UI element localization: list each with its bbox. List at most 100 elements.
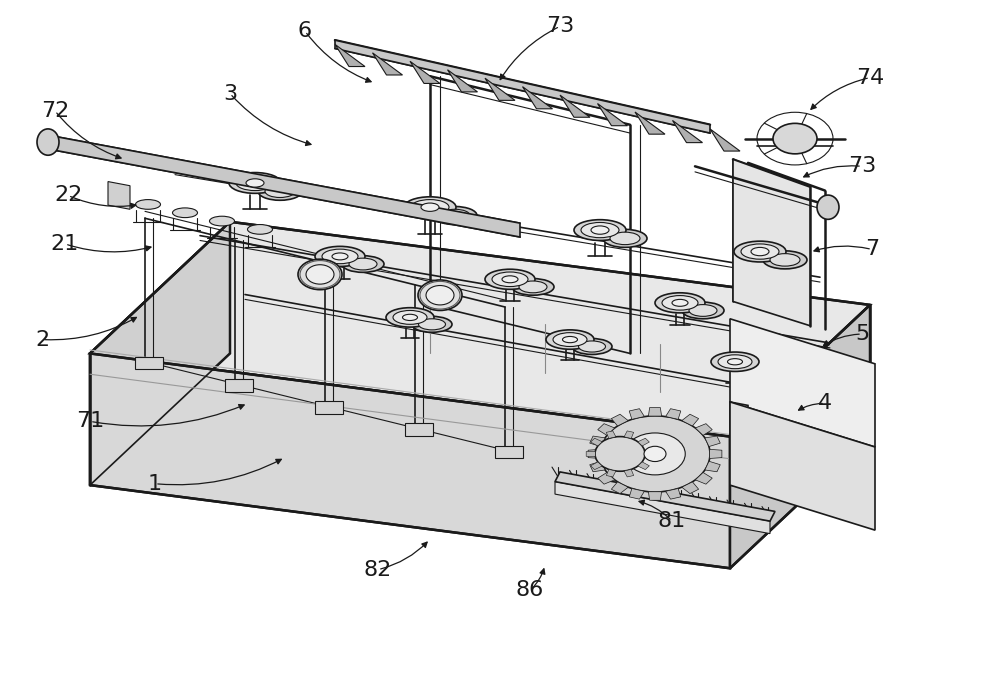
Text: 5: 5: [855, 324, 869, 344]
Ellipse shape: [412, 316, 452, 333]
Polygon shape: [624, 469, 634, 477]
Polygon shape: [730, 402, 748, 489]
Polygon shape: [225, 379, 253, 392]
Polygon shape: [315, 401, 343, 414]
Ellipse shape: [610, 232, 640, 245]
Polygon shape: [695, 473, 712, 484]
Polygon shape: [448, 70, 478, 92]
Polygon shape: [638, 462, 649, 470]
Polygon shape: [590, 462, 605, 472]
Polygon shape: [90, 222, 230, 485]
Polygon shape: [135, 357, 163, 369]
Ellipse shape: [578, 341, 606, 352]
Polygon shape: [695, 423, 712, 435]
Polygon shape: [606, 469, 616, 477]
Text: 2: 2: [35, 330, 49, 349]
Polygon shape: [611, 482, 628, 493]
Ellipse shape: [492, 272, 528, 287]
Text: 4: 4: [818, 394, 832, 413]
Ellipse shape: [741, 244, 779, 259]
Polygon shape: [645, 451, 654, 457]
Text: 7: 7: [865, 240, 879, 259]
Polygon shape: [611, 414, 628, 426]
Polygon shape: [648, 492, 662, 500]
Text: 1: 1: [148, 474, 162, 493]
Ellipse shape: [411, 200, 449, 215]
Text: 74: 74: [856, 68, 884, 87]
Ellipse shape: [404, 197, 456, 218]
Circle shape: [298, 259, 342, 290]
Text: 82: 82: [364, 560, 392, 579]
Polygon shape: [335, 44, 365, 67]
Ellipse shape: [574, 220, 626, 240]
Ellipse shape: [322, 249, 358, 264]
Polygon shape: [405, 423, 433, 436]
Polygon shape: [598, 423, 615, 435]
Text: 81: 81: [658, 511, 686, 531]
Ellipse shape: [512, 279, 554, 295]
Polygon shape: [635, 112, 665, 134]
Ellipse shape: [763, 251, 807, 269]
Ellipse shape: [173, 208, 198, 218]
Circle shape: [306, 265, 334, 284]
Polygon shape: [682, 482, 699, 493]
Polygon shape: [730, 305, 870, 568]
Circle shape: [644, 446, 666, 462]
Text: 21: 21: [51, 234, 79, 254]
Polygon shape: [90, 222, 870, 437]
Circle shape: [426, 286, 454, 305]
Ellipse shape: [386, 308, 434, 327]
Polygon shape: [590, 436, 605, 446]
Ellipse shape: [572, 339, 612, 354]
Ellipse shape: [689, 305, 717, 316]
Polygon shape: [555, 472, 775, 521]
Ellipse shape: [711, 352, 759, 371]
Ellipse shape: [662, 296, 698, 310]
Polygon shape: [710, 449, 722, 459]
Polygon shape: [495, 446, 523, 458]
Ellipse shape: [440, 209, 470, 222]
Polygon shape: [90, 353, 730, 568]
Ellipse shape: [581, 222, 619, 238]
Circle shape: [600, 416, 710, 492]
Ellipse shape: [236, 175, 274, 191]
Polygon shape: [560, 95, 590, 117]
Polygon shape: [522, 87, 552, 109]
Ellipse shape: [136, 200, 160, 209]
Ellipse shape: [265, 185, 295, 198]
Text: 6: 6: [298, 21, 312, 41]
Ellipse shape: [562, 337, 578, 342]
Ellipse shape: [258, 182, 302, 200]
Ellipse shape: [751, 247, 769, 256]
Polygon shape: [705, 436, 720, 446]
Polygon shape: [733, 159, 810, 326]
Ellipse shape: [485, 269, 535, 290]
Circle shape: [418, 280, 462, 310]
Ellipse shape: [734, 241, 786, 262]
Ellipse shape: [433, 207, 477, 225]
Ellipse shape: [817, 195, 839, 220]
Polygon shape: [597, 103, 628, 125]
Ellipse shape: [519, 281, 547, 292]
Ellipse shape: [315, 247, 365, 267]
Ellipse shape: [718, 355, 752, 369]
Polygon shape: [48, 135, 520, 237]
Ellipse shape: [229, 173, 281, 193]
Polygon shape: [108, 182, 130, 209]
Ellipse shape: [546, 330, 594, 349]
Ellipse shape: [553, 333, 587, 346]
Ellipse shape: [402, 314, 418, 320]
Ellipse shape: [603, 229, 647, 247]
Text: 22: 22: [54, 186, 82, 205]
Polygon shape: [372, 53, 402, 75]
Polygon shape: [648, 407, 662, 416]
Polygon shape: [598, 473, 615, 484]
Circle shape: [625, 433, 685, 475]
Circle shape: [595, 437, 645, 471]
Text: 71: 71: [76, 412, 104, 431]
Polygon shape: [705, 462, 720, 472]
Ellipse shape: [672, 299, 688, 306]
Polygon shape: [555, 482, 770, 534]
Polygon shape: [586, 451, 595, 457]
Polygon shape: [730, 402, 875, 530]
